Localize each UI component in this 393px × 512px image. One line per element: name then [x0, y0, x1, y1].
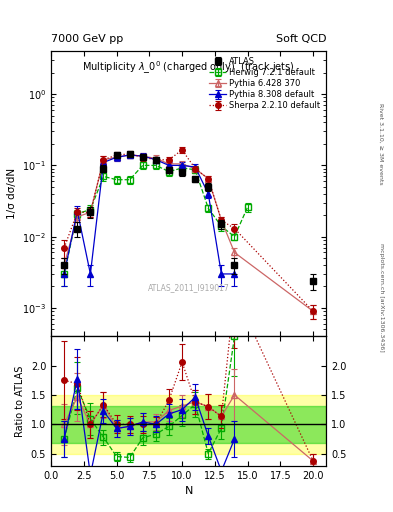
Bar — [51, 395, 326, 454]
Text: ATLAS_2011_I919017: ATLAS_2011_I919017 — [148, 283, 230, 292]
Legend: ATLAS, Herwig 7.2.1 default, Pythia 6.428 370, Pythia 8.308 default, Sherpa 2.2.: ATLAS, Herwig 7.2.1 default, Pythia 6.42… — [208, 55, 322, 112]
Text: mcplots.cern.ch [arXiv:1306.3436]: mcplots.cern.ch [arXiv:1306.3436] — [379, 243, 384, 351]
X-axis label: N: N — [184, 486, 193, 496]
Bar — [51, 406, 326, 443]
Text: Soft QCD: Soft QCD — [276, 33, 326, 44]
Text: 7000 GeV pp: 7000 GeV pp — [51, 33, 123, 44]
Text: Rivet 3.1.10, ≥ 3M events: Rivet 3.1.10, ≥ 3M events — [379, 102, 384, 184]
Y-axis label: Ratio to ATLAS: Ratio to ATLAS — [15, 366, 25, 437]
Y-axis label: 1/σ dσ/dN: 1/σ dσ/dN — [7, 168, 17, 219]
Text: Multiplicity $\lambda\_0^0$ (charged only)  (track jets): Multiplicity $\lambda\_0^0$ (charged onl… — [83, 60, 295, 76]
